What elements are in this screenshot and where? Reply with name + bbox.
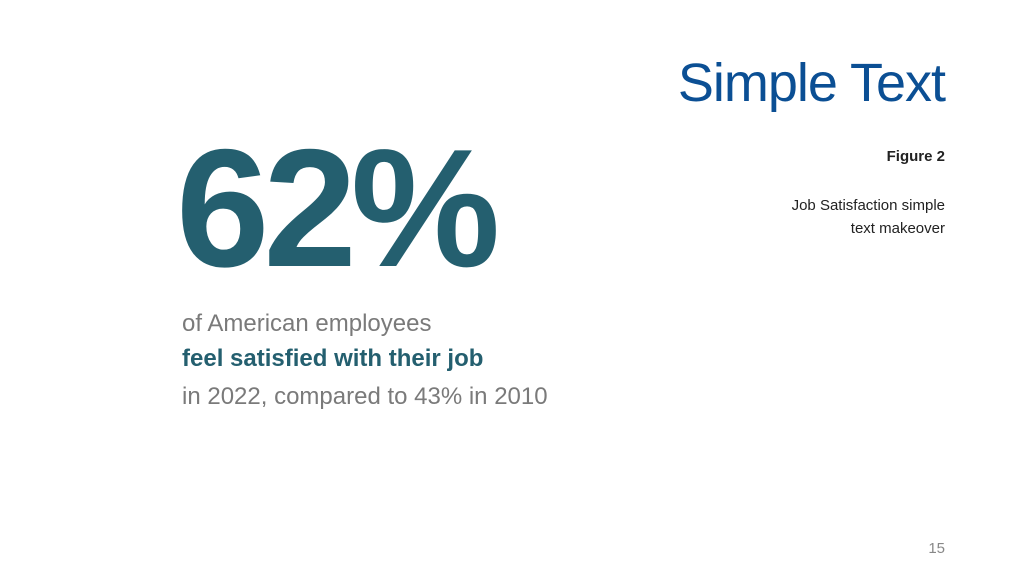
statistic-highlight: feel satisfied with their job [182, 345, 484, 372]
statistic-text: in 2022, compared to 43% in 2010 [182, 383, 548, 410]
page-number: 15 [928, 540, 945, 557]
caption-line: text makeover [850, 220, 945, 237]
slide-title: Simple Text [677, 53, 946, 113]
statistic-text: of American employees [182, 310, 432, 337]
caption-line: Job Satisfaction simple [791, 197, 945, 214]
figure-label: Figure 2 [886, 148, 945, 165]
big-statistic: 62% [176, 114, 500, 302]
figure-caption: Job Satisfaction simple text makeover [792, 194, 945, 240]
